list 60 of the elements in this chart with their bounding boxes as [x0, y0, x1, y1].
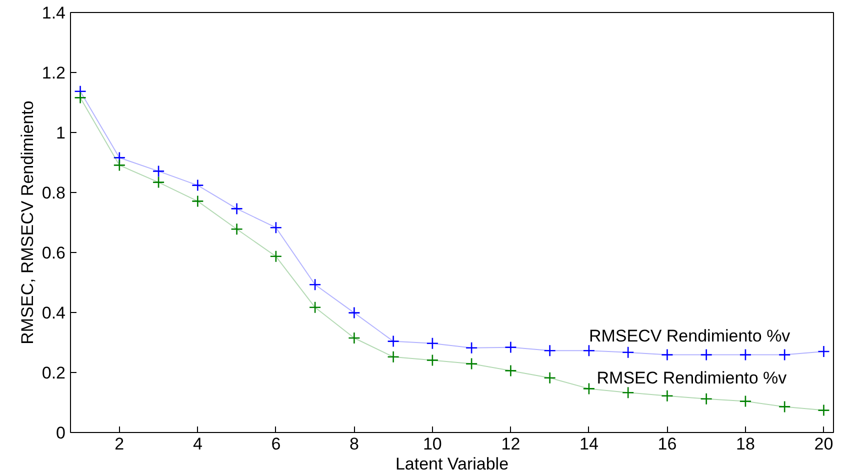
y-tick-label: 0.4: [42, 304, 66, 322]
point: [661, 348, 674, 361]
annotation: RMSEC Rendimiento %v: [596, 368, 788, 388]
point: [152, 176, 165, 188]
point: [582, 382, 596, 395]
point: [504, 364, 517, 377]
point: [700, 392, 712, 406]
point: [308, 278, 322, 291]
point: [582, 344, 596, 357]
point: [622, 386, 634, 399]
x-tick-label: 4: [192, 434, 202, 454]
y-tick-label: 0.6: [42, 244, 66, 262]
point: [426, 354, 439, 366]
point: [270, 250, 282, 263]
point: [270, 221, 282, 234]
x-tick-label: 16: [658, 434, 677, 454]
point: [308, 301, 322, 314]
point: [426, 337, 439, 350]
point: [739, 395, 752, 408]
point: [818, 404, 830, 416]
point: [348, 332, 360, 344]
point: [465, 342, 478, 354]
y-tick-label: 1.2: [42, 64, 66, 82]
point: [818, 345, 830, 358]
point: [387, 350, 400, 364]
point: [778, 400, 791, 413]
point: [622, 346, 634, 359]
y-tick-label: 1.4: [42, 4, 66, 22]
x-axis-title: Latent Variable: [395, 454, 509, 474]
point: [113, 159, 126, 172]
point: [504, 341, 517, 354]
point: [152, 165, 165, 178]
x-tick-label: 18: [736, 434, 755, 454]
point: [544, 344, 556, 357]
point: [230, 202, 243, 215]
point: [230, 222, 243, 236]
x-tick-label: 8: [349, 434, 359, 454]
x-tick-label: 2: [114, 434, 124, 454]
point: [544, 372, 556, 384]
point: [387, 335, 400, 348]
x-tick-label: 20: [814, 434, 834, 454]
y-axis-title: RMSEC, RMSECV Rendimiento: [18, 100, 37, 344]
x-tick-label: 12: [501, 434, 520, 454]
y-tick-label: 1: [56, 124, 66, 142]
annotation: RMSECV Rendimiento %v: [588, 326, 791, 346]
point: [739, 348, 752, 361]
point: [465, 358, 478, 370]
y-tick-label: 0.8: [42, 184, 66, 202]
point: [348, 306, 360, 319]
y-tick-label: 0: [56, 424, 66, 442]
x-tick-label: 6: [271, 434, 281, 454]
point: [192, 179, 204, 192]
point: [661, 390, 674, 402]
point: [74, 92, 86, 104]
y-tick-label: 0.2: [42, 364, 66, 382]
x-tick-label: 10: [422, 434, 442, 454]
point: [700, 348, 712, 361]
x-tick-label: 14: [579, 434, 598, 454]
point: [192, 195, 204, 208]
point: [778, 348, 791, 361]
